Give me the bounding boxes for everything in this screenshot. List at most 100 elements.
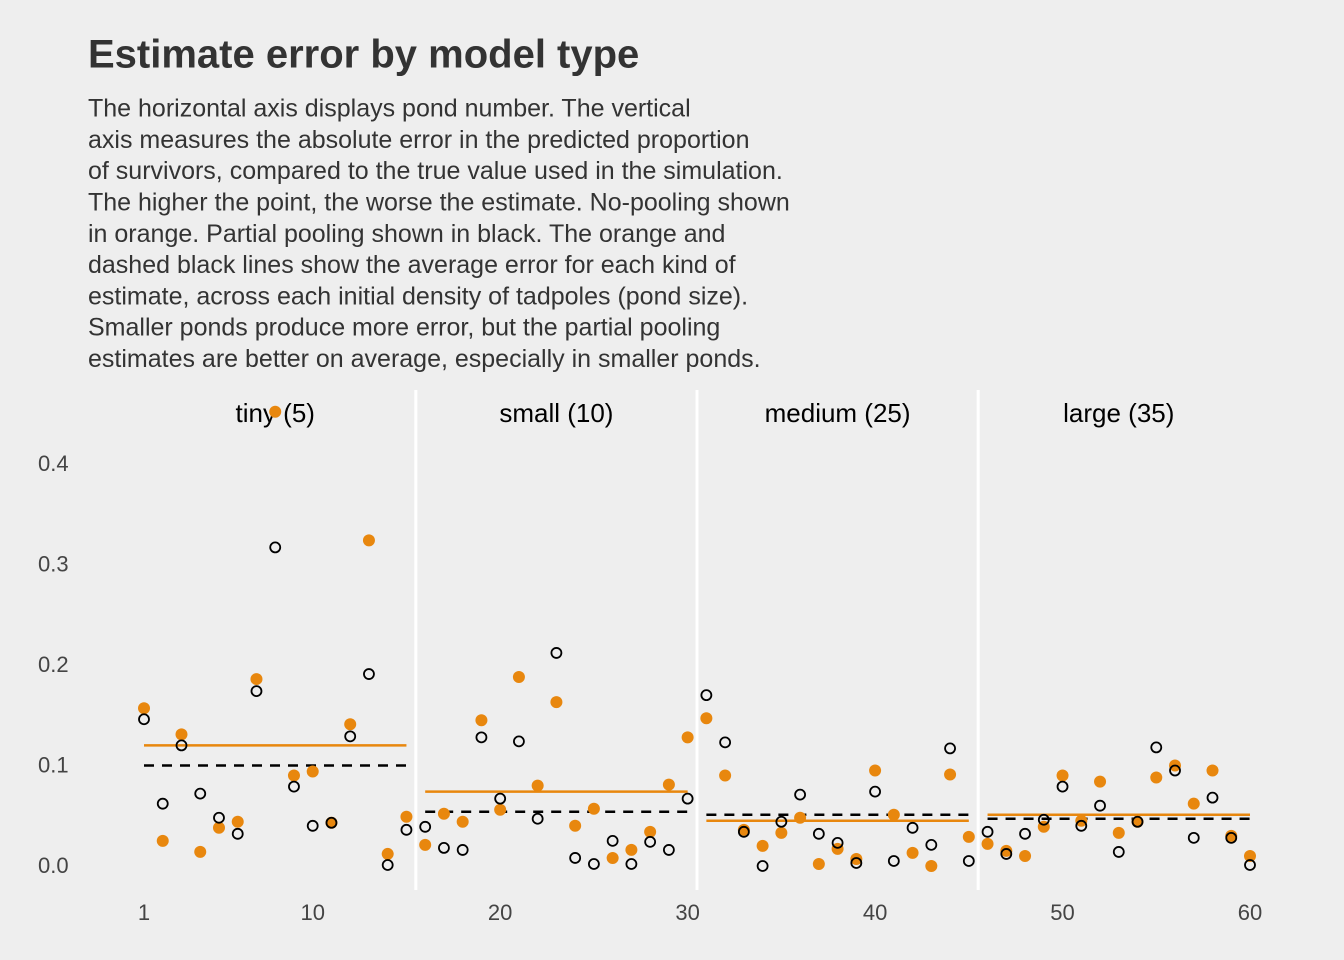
point [1244, 859, 1256, 871]
point [325, 816, 338, 829]
point [831, 842, 844, 855]
point [1225, 831, 1238, 844]
point [250, 673, 263, 686]
point [362, 534, 375, 547]
point [231, 815, 244, 828]
point [794, 811, 807, 824]
point [850, 852, 863, 865]
point [944, 742, 956, 755]
point [869, 785, 881, 798]
point [531, 779, 544, 792]
point [700, 712, 713, 725]
point [1244, 849, 1256, 862]
point [344, 718, 357, 731]
point [531, 812, 544, 825]
point [1150, 741, 1163, 754]
point [625, 858, 638, 870]
point [812, 827, 825, 840]
point [1112, 826, 1125, 839]
point [269, 541, 282, 554]
point [1000, 848, 1013, 860]
point [981, 837, 994, 850]
point [1019, 849, 1032, 862]
point [306, 765, 319, 778]
point [512, 671, 525, 684]
point [194, 787, 207, 800]
point [737, 825, 750, 838]
point [437, 807, 450, 820]
point [325, 816, 338, 829]
point [438, 842, 450, 854]
point [550, 696, 563, 709]
point [662, 778, 675, 791]
point [1150, 771, 1163, 784]
point [269, 405, 282, 418]
point [287, 769, 300, 782]
point [606, 834, 619, 847]
point [887, 808, 900, 821]
point [681, 731, 694, 744]
x-tick-label: 30 [675, 900, 699, 925]
point [1056, 769, 1069, 782]
point [925, 859, 938, 872]
point [662, 844, 675, 856]
subtitle-line: dashed black lines show the average erro… [88, 251, 736, 279]
subtitle-line: The higher the point, the worse the esti… [88, 189, 790, 217]
point [1206, 764, 1219, 777]
point [775, 815, 788, 828]
x-tick-label: 60 [1238, 900, 1262, 925]
point [456, 844, 469, 856]
point [381, 847, 394, 860]
point [644, 835, 657, 848]
chart-title: Estimate error by model type [88, 33, 639, 77]
point [1187, 831, 1200, 844]
point [700, 689, 713, 702]
x-tick-label: 20 [488, 900, 512, 925]
point [1056, 780, 1069, 793]
point [587, 858, 600, 870]
point [156, 834, 169, 847]
point [213, 811, 225, 824]
x-tick-label: 1 [138, 900, 150, 925]
point [513, 735, 525, 748]
point [944, 768, 957, 781]
subtitle-line: estimates are better on average, especia… [88, 345, 761, 373]
point [606, 851, 619, 864]
point [1187, 797, 1200, 810]
point [475, 731, 488, 744]
subtitle-line: Smaller ponds produce more error, but th… [88, 314, 720, 342]
point [494, 792, 507, 805]
point [925, 838, 938, 851]
point [1094, 775, 1107, 788]
point [981, 825, 994, 838]
point [1037, 813, 1050, 826]
y-tick-label: 0.0 [38, 853, 69, 878]
subtitle-line: The horizontal axis displays pond number… [88, 95, 691, 123]
subtitle-line: in orange. Partial pooling shown in blac… [88, 220, 725, 248]
point [400, 823, 413, 836]
point [138, 713, 150, 726]
subtitle-line: of survivors, compared to the true value… [88, 157, 783, 185]
point [288, 780, 300, 793]
point [756, 839, 769, 852]
point [175, 739, 188, 752]
y-tick-label: 0.1 [38, 752, 69, 777]
subtitle-line: axis measures the absolute error in the … [88, 126, 749, 154]
y-tick-label: 0.4 [38, 451, 69, 476]
point [1206, 791, 1219, 804]
point [962, 855, 975, 867]
point [831, 836, 844, 849]
point [344, 730, 357, 743]
point [644, 825, 657, 838]
point [1075, 819, 1088, 832]
point [775, 826, 788, 839]
point [625, 843, 638, 856]
point [906, 846, 919, 859]
point [719, 769, 732, 782]
x-tick-label: 40 [863, 900, 887, 925]
point [681, 792, 694, 805]
facet-label: small (10) [499, 398, 613, 428]
point [906, 821, 919, 834]
